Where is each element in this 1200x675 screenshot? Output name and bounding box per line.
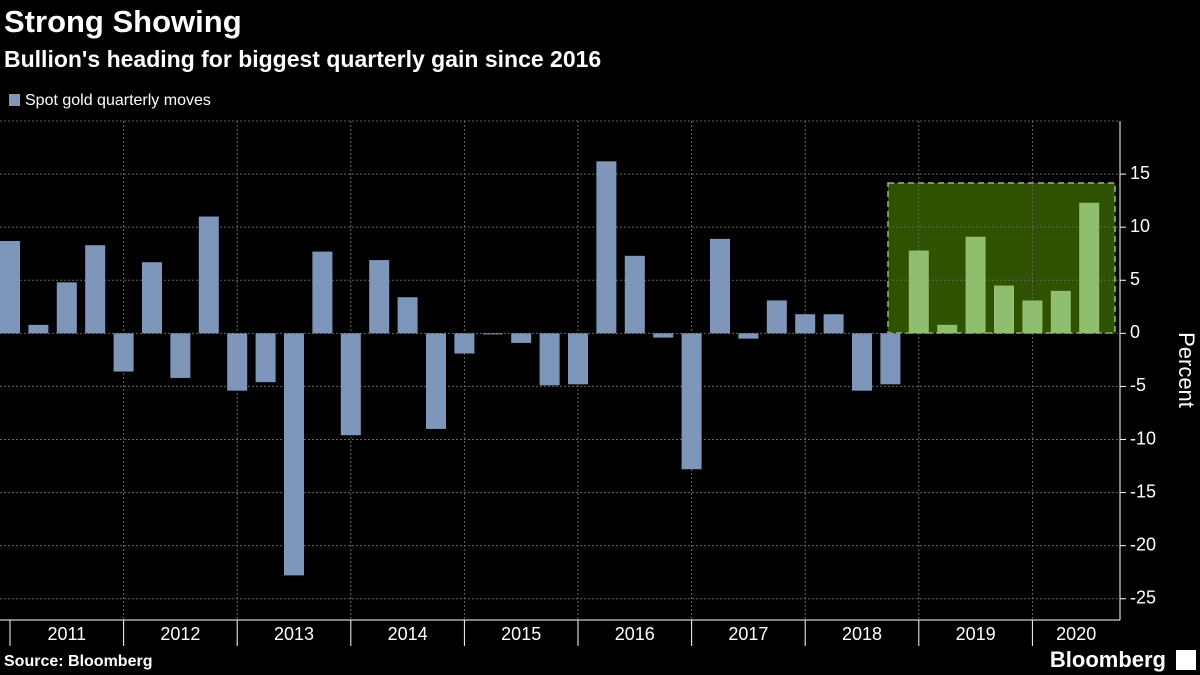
chart-title: Strong Showing [4,4,242,39]
bar [426,333,446,429]
bar [624,255,645,334]
y-tick-label: -5 [1130,375,1146,395]
y-tick-label: 10 [1130,216,1150,236]
bar [340,333,361,436]
x-tick-label: 2014 [388,624,428,644]
bar [0,240,20,334]
bar [766,300,787,334]
bar [56,282,77,334]
bar [85,245,106,334]
brand: Bloomberg [1050,647,1166,672]
y-tick-label: -15 [1130,481,1156,501]
bar [681,333,702,470]
bar [28,324,49,334]
legend-label: Spot gold quarterly moves [25,92,211,109]
chart-subtitle: Bullion's heading for biggest quarterly … [4,46,601,72]
bar [965,236,986,334]
legend-swatch [9,94,20,106]
y-tick-label: -20 [1130,534,1156,554]
bar [369,260,390,334]
bar [284,333,304,576]
source: Source: Bloomberg [4,653,152,670]
bar [170,333,191,378]
bar [596,161,617,334]
bar [142,262,162,334]
bar [653,333,674,338]
x-tick-label: 2019 [956,624,996,644]
x-tick-label: 2017 [728,624,768,644]
bar [454,333,475,354]
bar [511,333,532,343]
x-tick-label: 2011 [47,624,86,644]
bar [255,333,276,383]
y-tick-label: -25 [1130,588,1156,608]
bar [113,333,134,372]
y-tick-label: 5 [1130,269,1140,289]
bar [482,333,503,335]
bar [539,333,560,386]
y-axis-title: Percent [1174,332,1199,408]
y-tick-label: 0 [1130,322,1140,342]
x-tick-label: 2020 [1056,624,1096,644]
bar [312,251,333,334]
bar [1079,202,1100,334]
brand-icon [1176,650,1196,670]
bar [880,333,901,385]
bar [937,324,958,334]
bar [568,333,588,385]
bar [397,297,418,334]
bar [710,238,730,334]
bar [795,314,816,334]
bar [908,250,929,334]
bar [198,216,219,334]
bar [227,333,248,391]
bar [738,333,759,339]
x-tick-label: 2013 [274,624,314,644]
bar [1022,300,1043,334]
x-tick-label: 2015 [501,624,541,644]
y-tick-label: 15 [1130,163,1150,183]
bar [823,314,844,334]
y-tick-label: -10 [1130,428,1156,448]
bar [1050,290,1071,334]
x-tick-label: 2012 [160,624,200,644]
x-tick-label: 2016 [615,624,655,644]
bar [852,333,872,391]
bar [994,285,1014,334]
x-tick-label: 2018 [842,624,882,644]
